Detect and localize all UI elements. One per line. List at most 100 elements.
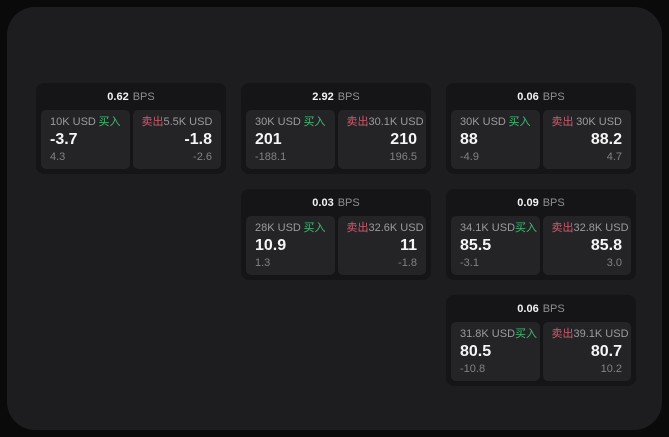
sell-panel[interactable]: 卖出 39.1K USD 80.7 10.2 [542, 322, 631, 381]
sell-price: 80.7 [590, 343, 622, 360]
buy-amount: 28K USD [255, 222, 301, 234]
panels: 34.1K USD 买入 85.5 -3.1 卖出 32.8K USD 85.8… [446, 214, 636, 280]
sell-amount: 30K USD [576, 116, 622, 128]
buy-panel[interactable]: 31.8K USD 买入 80.5 -10.8 [451, 322, 540, 381]
card-header: 0.06 BPS [446, 83, 636, 108]
sell-side-label: 卖出 [346, 222, 369, 234]
buy-delta: -188.1 [255, 151, 287, 163]
buy-amount: 30K USD [460, 116, 506, 128]
app-window: 0.62 BPS 10K USD 买入 -3.7 4.3 卖出 5.5K USD [7, 7, 662, 430]
sell-panel-header: 卖出 5.5K USD [142, 117, 213, 128]
sell-panel-header: 卖出 32.6K USD [346, 222, 424, 234]
sell-panel[interactable]: 卖出 32.8K USD 85.8 3.0 [542, 216, 631, 275]
panels: 28K USD 买入 10.9 1.3 卖出 32.6K USD 11 -1.8 [241, 214, 431, 280]
buy-amount: 31.8K USD [460, 328, 516, 340]
panels: 30K USD 买入 201 -188.1 卖出 30.1K USD 210 1… [241, 108, 431, 174]
sell-amount: 30.1K USD [368, 116, 424, 128]
sell-price: 210 [390, 131, 417, 148]
bps-value: 0.03 [312, 196, 334, 209]
quote-card: 2.92 BPS 30K USD 买入 201 -188.1 卖出 30.1K … [241, 83, 431, 174]
buy-panel-header: 30K USD 买入 [460, 117, 531, 128]
bps-unit-label: BPS [337, 196, 360, 209]
sell-panel[interactable]: 卖出 32.6K USD 11 -1.8 [337, 216, 426, 275]
bps-value: 0.06 [517, 302, 539, 315]
sell-delta: 3.0 [606, 257, 622, 269]
card-header: 0.09 BPS [446, 189, 636, 214]
bps-unit-label: BPS [542, 196, 565, 209]
bps-unit-label: BPS [542, 302, 565, 315]
buy-delta: -4.9 [460, 151, 479, 163]
panels: 30K USD 买入 88 -4.9 卖出 30K USD 88.2 4.7 [446, 108, 636, 174]
buy-delta: 1.3 [255, 257, 271, 269]
buy-panel[interactable]: 28K USD 买入 10.9 1.3 [246, 216, 335, 275]
quote-card: 0.03 BPS 28K USD 买入 10.9 1.3 卖出 32.6K US… [241, 189, 431, 280]
buy-panel[interactable]: 30K USD 买入 88 -4.9 [451, 110, 540, 169]
sell-panel-header: 卖出 30.1K USD [346, 116, 424, 128]
sell-panel-header: 卖出 30K USD [552, 117, 623, 128]
sell-price: 85.8 [590, 237, 622, 254]
bps-unit-label: BPS [542, 90, 565, 103]
buy-price: -3.7 [50, 131, 78, 148]
buy-price: 201 [255, 131, 282, 148]
buy-panel-header: 34.1K USD 买入 [460, 223, 537, 234]
buy-panel-header: 30K USD 买入 [255, 117, 326, 128]
buy-amount: 30K USD [255, 116, 301, 128]
sell-panel[interactable]: 卖出 30K USD 88.2 4.7 [542, 110, 631, 169]
buy-delta: -3.1 [460, 257, 479, 269]
sell-side-label: 卖出 [551, 222, 574, 234]
bps-value: 0.62 [107, 90, 129, 103]
buy-price: 10.9 [255, 237, 287, 254]
sell-price: -1.8 [184, 131, 212, 148]
card-header: 0.03 BPS [241, 189, 431, 214]
sell-delta: -1.8 [398, 257, 417, 269]
bps-value: 0.06 [517, 90, 539, 103]
buy-side-label: 买入 [515, 328, 538, 340]
buy-price: 80.5 [460, 343, 492, 360]
bps-value: 2.92 [312, 90, 334, 103]
sell-side-label: 卖出 [141, 116, 164, 128]
buy-panel-header: 10K USD 买入 [50, 117, 121, 128]
panels: 31.8K USD 买入 80.5 -10.8 卖出 39.1K USD 80.… [446, 320, 636, 386]
bps-unit-label: BPS [337, 90, 360, 103]
sell-panel[interactable]: 卖出 30.1K USD 210 196.5 [337, 110, 426, 169]
buy-panel-header: 28K USD 买入 [255, 223, 326, 234]
sell-delta: 4.7 [606, 151, 622, 163]
sell-side-label: 卖出 [346, 116, 369, 128]
buy-side-label: 买入 [303, 222, 326, 234]
sell-panel-header: 卖出 39.1K USD [551, 328, 629, 340]
sell-delta: -2.6 [193, 151, 212, 163]
sell-delta: 196.5 [389, 151, 417, 163]
quote-card: 0.06 BPS 30K USD 买入 88 -4.9 卖出 30K USD [446, 83, 636, 174]
buy-panel[interactable]: 34.1K USD 买入 85.5 -3.1 [451, 216, 540, 275]
card-header: 0.06 BPS [446, 295, 636, 320]
bps-value: 0.09 [517, 196, 539, 209]
card-header: 0.62 BPS [36, 83, 226, 108]
buy-panel-header: 31.8K USD 买入 [460, 328, 537, 340]
sell-side-label: 卖出 [551, 116, 574, 128]
buy-panel[interactable]: 30K USD 买入 201 -188.1 [246, 110, 335, 169]
sell-amount: 32.8K USD [573, 222, 629, 234]
buy-side-label: 买入 [98, 116, 121, 128]
sell-delta: 10.2 [600, 363, 622, 375]
buy-price: 88 [460, 131, 478, 148]
sell-side-label: 卖出 [551, 328, 574, 340]
bps-unit-label: BPS [132, 90, 155, 103]
buy-panel[interactable]: 10K USD 买入 -3.7 4.3 [41, 110, 130, 169]
buy-amount: 10K USD [50, 116, 96, 128]
sell-panel[interactable]: 卖出 5.5K USD -1.8 -2.6 [132, 110, 221, 169]
card-header: 2.92 BPS [241, 83, 431, 108]
sell-price: 11 [400, 237, 417, 254]
sell-amount: 39.1K USD [573, 328, 629, 340]
quote-card: 0.09 BPS 34.1K USD 买入 85.5 -3.1 卖出 32.8K… [446, 189, 636, 280]
quote-card: 0.62 BPS 10K USD 买入 -3.7 4.3 卖出 5.5K USD [36, 83, 226, 174]
quote-card: 0.06 BPS 31.8K USD 买入 80.5 -10.8 卖出 39.1… [446, 295, 636, 386]
sell-price: 88.2 [590, 131, 622, 148]
buy-delta: 4.3 [50, 151, 66, 163]
panels: 10K USD 买入 -3.7 4.3 卖出 5.5K USD -1.8 -2.… [36, 108, 226, 174]
sell-amount: 32.6K USD [368, 222, 424, 234]
sell-amount: 5.5K USD [163, 116, 213, 128]
buy-side-label: 买入 [508, 116, 531, 128]
sell-panel-header: 卖出 32.8K USD [551, 222, 629, 234]
buy-price: 85.5 [460, 237, 492, 254]
quote-card-grid: 0.62 BPS 10K USD 买入 -3.7 4.3 卖出 5.5K USD [36, 83, 636, 386]
